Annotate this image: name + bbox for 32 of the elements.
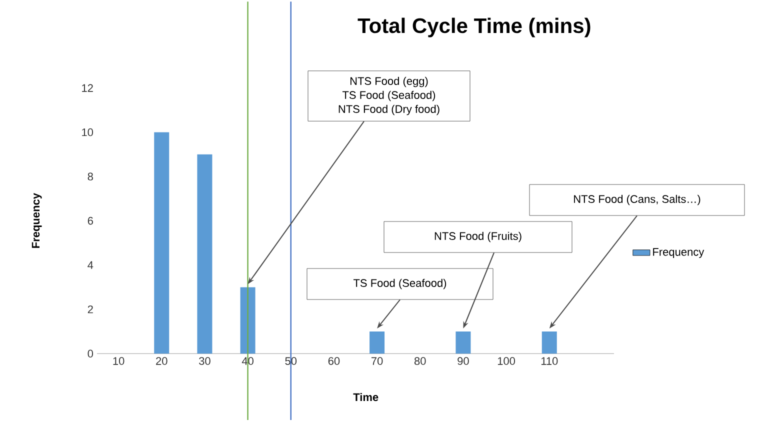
y-tick-label: 12	[82, 84, 93, 92]
y-tick-label: 8	[88, 172, 93, 180]
y-tick-label: 10	[82, 128, 94, 136]
x-tick-label: 90	[458, 357, 469, 365]
text: NTS Food (egg)	[350, 76, 428, 88]
x-axis-title: Time	[353, 392, 378, 402]
x-tick-label: 10	[113, 357, 124, 365]
y-tick-label: 4	[88, 261, 94, 269]
chart-title: Total Cycle Time (mins)	[358, 18, 590, 38]
x-tick-label: 110	[541, 357, 558, 365]
x-tick-label: 60	[328, 357, 340, 365]
annotation: NTS Food (Dry food)	[338, 104, 440, 116]
annotation: NTS Food (Fruits)	[434, 232, 522, 242]
x-tick-label: 100	[498, 357, 516, 365]
bar	[154, 132, 170, 354]
annotation: TS Food (Seafood)	[342, 90, 436, 102]
x-tick-label: 70	[371, 357, 383, 365]
legend-label: Frequency	[653, 248, 704, 258]
y-tick-label: 2	[88, 306, 93, 314]
x-tick-label: 30	[199, 357, 210, 365]
annotation: TS Food (Seafood)	[353, 278, 446, 290]
bar	[370, 331, 385, 354]
x-tick-label: 80	[414, 357, 426, 365]
bar	[197, 154, 212, 354]
bar	[456, 331, 471, 354]
y-tick-label: 6	[88, 216, 93, 225]
x-tick-label: 20	[156, 357, 168, 365]
y-tick-label: 0	[88, 350, 94, 358]
y-axis-title: Frequency	[32, 193, 42, 248]
annotation: NTS Food (Cans, Salts…)	[574, 194, 700, 206]
bar	[240, 287, 256, 354]
bar	[542, 331, 557, 354]
